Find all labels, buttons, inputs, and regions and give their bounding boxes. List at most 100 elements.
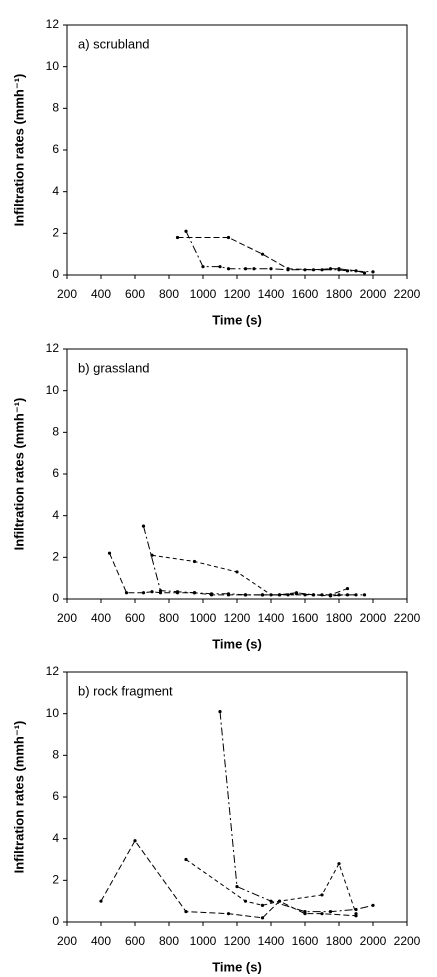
data-point bbox=[184, 909, 188, 914]
series-line bbox=[177, 237, 365, 274]
data-point bbox=[277, 899, 282, 903]
x-tick-label: 2000 bbox=[360, 611, 387, 625]
x-tick-label: 2200 bbox=[394, 287, 421, 301]
data-point bbox=[243, 267, 248, 271]
x-tick-label: 600 bbox=[125, 287, 145, 301]
data-point bbox=[260, 252, 265, 256]
data-point bbox=[337, 593, 341, 597]
x-tick-label: 2000 bbox=[360, 934, 387, 948]
data-point bbox=[150, 590, 154, 594]
data-point bbox=[337, 862, 341, 866]
data-point bbox=[158, 589, 163, 593]
x-tick-label: 1000 bbox=[190, 611, 217, 625]
data-point bbox=[303, 268, 307, 272]
data-point bbox=[175, 235, 180, 240]
data-point bbox=[133, 839, 137, 843]
x-tick-label: 800 bbox=[159, 611, 179, 625]
x-tick-label: 1400 bbox=[258, 934, 285, 948]
x-tick-label: 800 bbox=[159, 287, 179, 301]
x-tick-label: 400 bbox=[91, 287, 111, 301]
y-tick-label: 2 bbox=[52, 550, 59, 564]
x-tick-label: 1200 bbox=[224, 934, 251, 948]
data-point bbox=[235, 884, 239, 889]
data-point bbox=[303, 909, 307, 914]
x-tick-label: 1000 bbox=[190, 934, 217, 948]
data-point bbox=[226, 235, 231, 240]
x-tick-label: 1800 bbox=[326, 287, 353, 301]
data-point bbox=[226, 267, 231, 271]
y-tick-label: 4 bbox=[52, 508, 59, 522]
data-point bbox=[184, 229, 188, 233]
data-point bbox=[141, 524, 146, 528]
x-tick-label: 2200 bbox=[394, 934, 421, 948]
y-tick-label: 10 bbox=[46, 383, 60, 397]
data-point bbox=[328, 909, 333, 914]
y-tick-label: 0 bbox=[52, 267, 59, 281]
data-point bbox=[209, 592, 214, 596]
x-tick-label: 1600 bbox=[292, 287, 319, 301]
data-point bbox=[354, 593, 358, 597]
data-point bbox=[269, 593, 273, 597]
panel-title: b) grassland bbox=[78, 360, 150, 375]
data-point bbox=[320, 268, 324, 272]
plot-frame bbox=[66, 348, 408, 600]
data-point bbox=[192, 559, 197, 564]
data-point bbox=[124, 591, 129, 595]
data-point bbox=[107, 551, 112, 555]
y-tick-label: 0 bbox=[52, 914, 59, 928]
x-tick-label: 1200 bbox=[224, 287, 251, 301]
data-point bbox=[320, 912, 324, 916]
y-tick-label: 2 bbox=[52, 226, 59, 240]
series-line bbox=[143, 525, 365, 597]
y-tick-label: 6 bbox=[52, 142, 59, 156]
y-tick-label: 6 bbox=[52, 789, 59, 803]
data-point bbox=[328, 594, 333, 598]
data-point bbox=[269, 899, 273, 903]
y-tick-label: 10 bbox=[46, 706, 60, 720]
y-tick-label: 12 bbox=[46, 664, 60, 678]
y-tick-label: 6 bbox=[52, 466, 59, 480]
x-tick-label: 2000 bbox=[360, 287, 387, 301]
data-point bbox=[218, 709, 222, 714]
data-point bbox=[371, 903, 375, 907]
data-point bbox=[354, 907, 358, 912]
plot-frame bbox=[66, 671, 408, 923]
data-point bbox=[175, 590, 180, 594]
y-tick-label: 4 bbox=[52, 184, 59, 198]
data-point bbox=[260, 593, 265, 597]
data-point bbox=[226, 912, 231, 916]
x-axis-label: Time (s) bbox=[212, 312, 262, 327]
series-line bbox=[151, 554, 356, 596]
data-point bbox=[192, 591, 197, 595]
panel-title: b) rock fragment bbox=[78, 683, 173, 698]
data-point bbox=[345, 269, 350, 273]
panel-title: a) scrubland bbox=[78, 36, 150, 51]
data-point bbox=[184, 857, 188, 862]
y-tick-label: 8 bbox=[52, 425, 59, 439]
plot-frame bbox=[66, 24, 408, 276]
x-tick-label: 1200 bbox=[224, 611, 251, 625]
data-point bbox=[337, 268, 341, 272]
y-axis-label: Infiltration rates (mmh⁻¹) bbox=[11, 74, 26, 227]
x-tick-label: 200 bbox=[57, 287, 77, 301]
y-tick-label: 0 bbox=[52, 591, 59, 605]
y-tick-label: 12 bbox=[46, 341, 60, 355]
y-tick-label: 2 bbox=[52, 873, 59, 887]
data-point bbox=[252, 267, 256, 271]
y-tick-label: 12 bbox=[46, 17, 60, 31]
x-tick-label: 400 bbox=[91, 611, 111, 625]
series-line bbox=[109, 552, 348, 596]
y-tick-label: 4 bbox=[52, 831, 59, 845]
series-line bbox=[185, 859, 357, 914]
x-tick-label: 600 bbox=[125, 611, 145, 625]
x-tick-label: 1600 bbox=[292, 611, 319, 625]
y-tick-label: 8 bbox=[52, 101, 59, 115]
x-tick-label: 1000 bbox=[190, 287, 217, 301]
x-tick-label: 200 bbox=[57, 934, 77, 948]
y-tick-label: 10 bbox=[46, 59, 60, 73]
data-point bbox=[218, 265, 222, 269]
data-point bbox=[286, 268, 290, 272]
data-point bbox=[201, 265, 205, 269]
data-point bbox=[303, 593, 307, 597]
